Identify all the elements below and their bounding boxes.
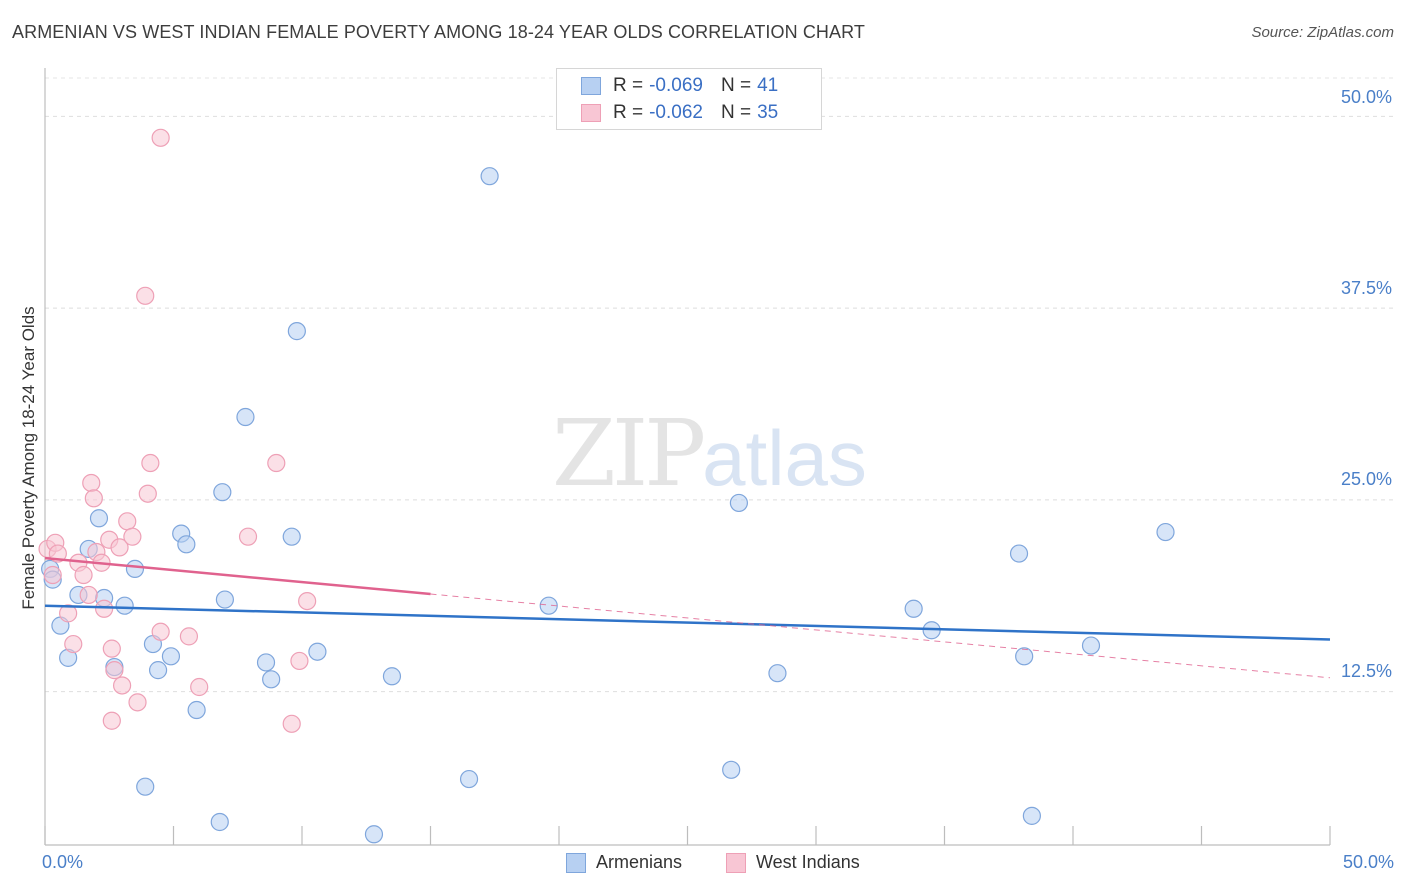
stats-row-west-indians: R = -0.062 N = 35 — [581, 100, 778, 126]
west-indians-point — [112, 676, 132, 695]
west-indians-point — [123, 527, 142, 546]
stats-legend: R = -0.069 N = 41 R = -0.062 N = 35 — [556, 68, 822, 130]
west-indians-point — [267, 453, 286, 473]
armenians-point — [539, 596, 558, 615]
west-indians-point — [118, 512, 137, 531]
armenians-point — [187, 700, 206, 720]
armenians-point — [236, 407, 255, 427]
west-indians-point — [128, 693, 147, 712]
y-axis-label: Female Poverty Among 18-24 Year Olds — [19, 306, 38, 610]
west-indians-point — [95, 599, 114, 618]
west-indians-swatch — [581, 104, 601, 122]
west-indians-point — [64, 634, 83, 654]
r-label: R = — [613, 75, 644, 96]
armenians-point — [382, 667, 402, 686]
armenians-point — [768, 664, 787, 683]
armenians-point — [1015, 647, 1034, 666]
west-indians-point — [102, 711, 121, 730]
armenians-point — [1156, 522, 1175, 542]
west-indians-point — [105, 661, 124, 680]
r-label: R = — [613, 102, 644, 123]
west-indians-point — [190, 677, 209, 697]
armenians-point — [1022, 806, 1041, 825]
armenians-swatch — [581, 77, 601, 95]
n-value: 35 — [757, 102, 779, 123]
r-value: -0.062 — [649, 102, 703, 123]
armenians-point — [364, 825, 384, 844]
armenians-point — [722, 760, 741, 779]
chart-title: ARMENIAN VS WEST INDIAN FEMALE POVERTY A… — [12, 22, 865, 42]
y-tick-label-37-5: 37.5% — [1340, 278, 1392, 298]
armenians-point — [1081, 636, 1101, 655]
west-indians-point — [84, 489, 103, 508]
armenians-point — [729, 493, 749, 513]
watermark-atlas: atlas — [702, 414, 867, 502]
watermark-zip: ZIP — [552, 400, 706, 507]
west-indians-point — [43, 565, 62, 585]
west-indians-point — [151, 128, 170, 147]
west-indians-point — [74, 565, 93, 585]
armenians-point — [125, 559, 145, 578]
x-tick-label-min: 0.0% — [42, 852, 84, 872]
r-value: -0.069 — [649, 75, 703, 96]
armenians-point — [215, 590, 234, 609]
legend-item-west-indians[interactable]: West Indians — [726, 852, 860, 873]
west-indians-point — [102, 639, 121, 658]
armenians-point — [308, 642, 327, 661]
west-indians-point — [79, 585, 98, 605]
west-indians-point — [59, 604, 78, 623]
west-indians-point — [290, 651, 309, 671]
legend-label-armenians: Armenians — [596, 852, 683, 872]
n-value: 41 — [757, 75, 779, 96]
y-tick-label-50: 50.0% — [1340, 87, 1392, 107]
west-indians-point — [141, 453, 160, 473]
armenians-point — [287, 322, 306, 341]
west-indians-point — [110, 538, 129, 557]
armenians-point — [177, 535, 196, 554]
west-indians-point — [151, 622, 170, 641]
y-tick-label-25: 25.0% — [1340, 469, 1392, 489]
armenians-point — [213, 483, 232, 502]
armenians-point — [210, 812, 229, 832]
armenians-point — [256, 653, 276, 672]
west-indians-point — [282, 714, 301, 733]
y-tick-label-12-5: 12.5% — [1340, 661, 1392, 681]
armenians-trend-line — [44, 604, 1331, 641]
armenians-point — [161, 647, 181, 666]
n-label: N = — [720, 102, 752, 123]
west-indians-legend-swatch — [726, 852, 746, 873]
west-indians-trend-line — [44, 556, 431, 596]
armenians-point — [904, 599, 923, 618]
west-indians-point — [298, 591, 317, 611]
armenians-point — [136, 777, 155, 796]
legend-item-armenians[interactable]: Armenians — [566, 852, 682, 873]
west-indians-point — [138, 484, 157, 503]
armenians-point — [459, 769, 479, 789]
west-indians-point — [136, 286, 155, 305]
west-indians-trend-line-dashed — [430, 593, 1331, 679]
west-indians-point — [179, 627, 199, 646]
armenians-point — [480, 167, 499, 186]
stats-row-armenians: R = -0.069 N = 41 — [581, 73, 778, 99]
west-indians-point — [82, 473, 101, 493]
chart-source: Source: ZipAtlas.com — [1251, 24, 1394, 41]
west-indians-point — [238, 527, 258, 546]
legend-label-west-indians: West Indians — [756, 852, 860, 872]
armenians-point — [115, 596, 134, 615]
watermark: ZIPatlas — [552, 400, 867, 507]
armenians-point — [1009, 544, 1029, 563]
n-label: N = — [720, 75, 752, 96]
x-tick-label-max: 50.0% — [1342, 852, 1394, 872]
armenians-point — [262, 670, 281, 689]
armenians-point — [148, 661, 168, 680]
armenians-legend-swatch — [566, 852, 586, 873]
armenians-point — [282, 527, 301, 546]
armenians-point — [89, 509, 109, 528]
